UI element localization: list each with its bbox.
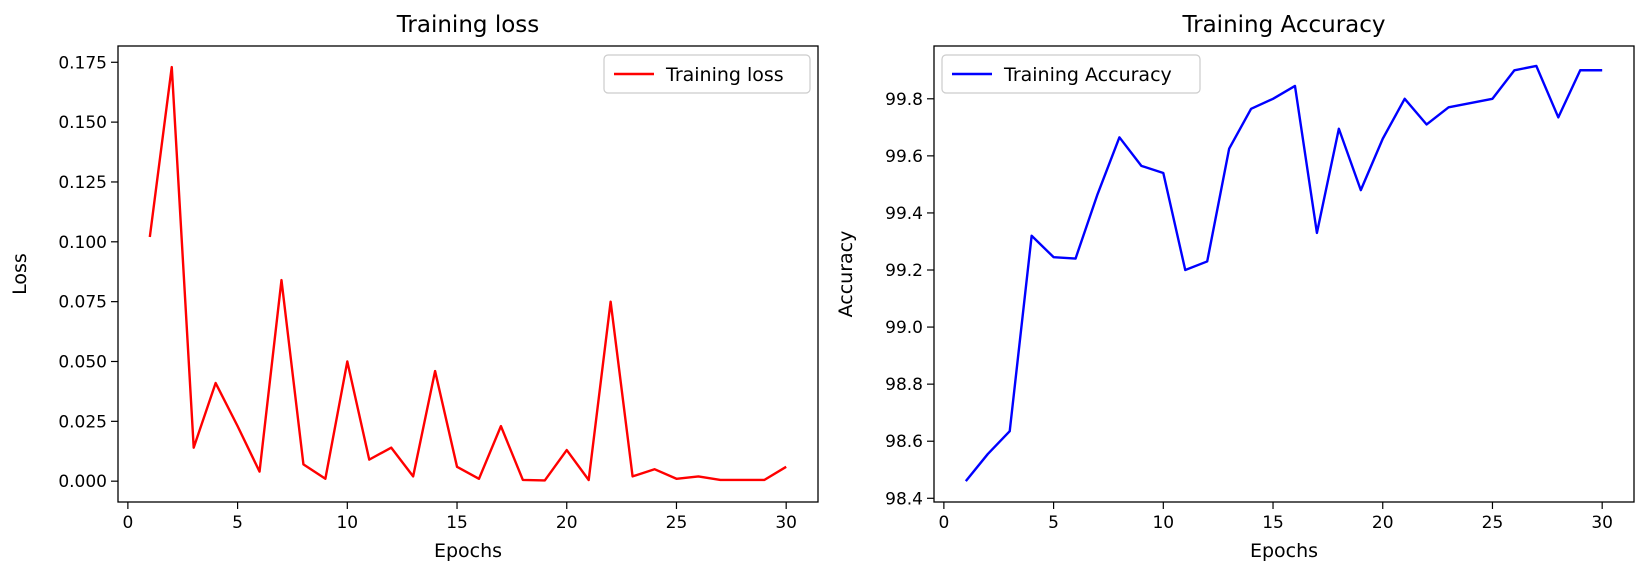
y-tick-label: 0.100 (58, 233, 107, 253)
legend-label: Training Accuracy (1003, 64, 1172, 86)
x-tick-label: 15 (1262, 513, 1284, 533)
x-tick-label: 5 (232, 513, 243, 533)
x-tick-label: 0 (938, 513, 949, 533)
plot-area-frame (117, 45, 819, 503)
y-tick-label: 98.6 (885, 432, 923, 452)
x-tick-label: 20 (556, 513, 578, 533)
y-tick-label: 99.6 (885, 147, 923, 167)
y-tick-label: 99.0 (885, 318, 923, 338)
y-tick-label: 98.4 (885, 489, 923, 509)
x-tick-label: 10 (336, 513, 358, 533)
y-tick-label: 0.125 (58, 173, 107, 193)
y-tick-label: 0.025 (58, 412, 107, 432)
y-tick-label: 0.050 (58, 352, 107, 372)
plot-area-frame (933, 45, 1635, 503)
y-tick-label: 0.075 (58, 293, 107, 313)
y-tick-label: 99.8 (885, 90, 923, 110)
x-tick-label: 30 (1591, 513, 1613, 533)
series-line (964, 64, 1603, 482)
y-axis-label: Loss (9, 253, 31, 295)
loss-chart: Training loss 0 5 10 15 20 25 30 0.000 0.025 0.050… (9, 12, 819, 562)
x-tick-label: 20 (1372, 513, 1394, 533)
legend-box (603, 54, 811, 94)
chart-title: Training loss (396, 12, 540, 38)
x-tick-label: 25 (666, 513, 688, 533)
accuracy-chart: Training Accuracy 0 5 10 15 20 25 30 98.4 98.6 98.… (835, 12, 1635, 562)
y-tick-label: 99.2 (885, 261, 923, 281)
y-tick-label: 0.175 (58, 53, 107, 73)
chart-title: Training Accuracy (1181, 12, 1385, 38)
x-tick-label: 25 (1482, 513, 1504, 533)
x-tick-label: 10 (1152, 513, 1174, 533)
y-tick-label: 99.4 (885, 204, 923, 224)
y-tick-label: 98.8 (885, 375, 923, 395)
x-tick-label: 5 (1048, 513, 1059, 533)
y-axis-label: Accuracy (835, 231, 857, 318)
x-axis-label: Epochs (1250, 540, 1318, 562)
y-tick-label: 0.000 (58, 472, 107, 492)
legend-label: Training loss (665, 64, 784, 86)
x-tick-label: 30 (775, 513, 797, 533)
series-line (148, 65, 787, 482)
legend-box (941, 54, 1201, 94)
x-tick-label: 15 (446, 513, 468, 533)
y-tick-label: 0.150 (58, 113, 107, 133)
x-tick-label: 0 (122, 513, 133, 533)
x-axis-label: Epochs (434, 540, 502, 562)
